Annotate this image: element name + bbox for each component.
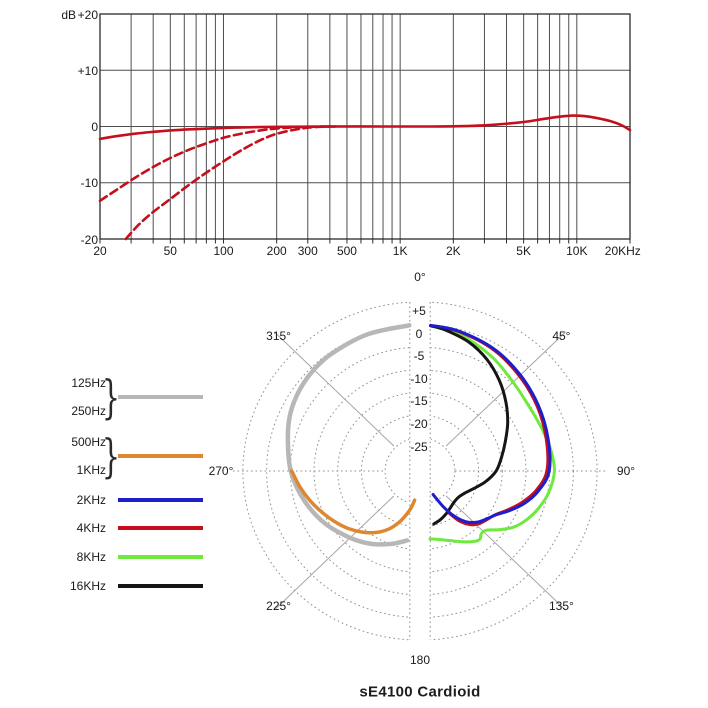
curve-bass_cut_2 — [124, 125, 337, 241]
polar-curve-16KHz — [429, 324, 510, 526]
chart-title: sE4100 Cardioid — [359, 683, 481, 701]
polar-curve-8KHz — [428, 324, 556, 544]
curve-flat_response — [98, 114, 632, 141]
polar-pattern-chart — [233, 298, 607, 642]
curve-bass_cut_1 — [98, 125, 335, 203]
frequency-response-chart — [98, 13, 632, 244]
polar-curve-2KHz — [429, 323, 552, 525]
polar-curve-125Hz-250Hz — [285, 323, 412, 547]
polar-curve-500Hz-1KHz — [289, 469, 417, 535]
